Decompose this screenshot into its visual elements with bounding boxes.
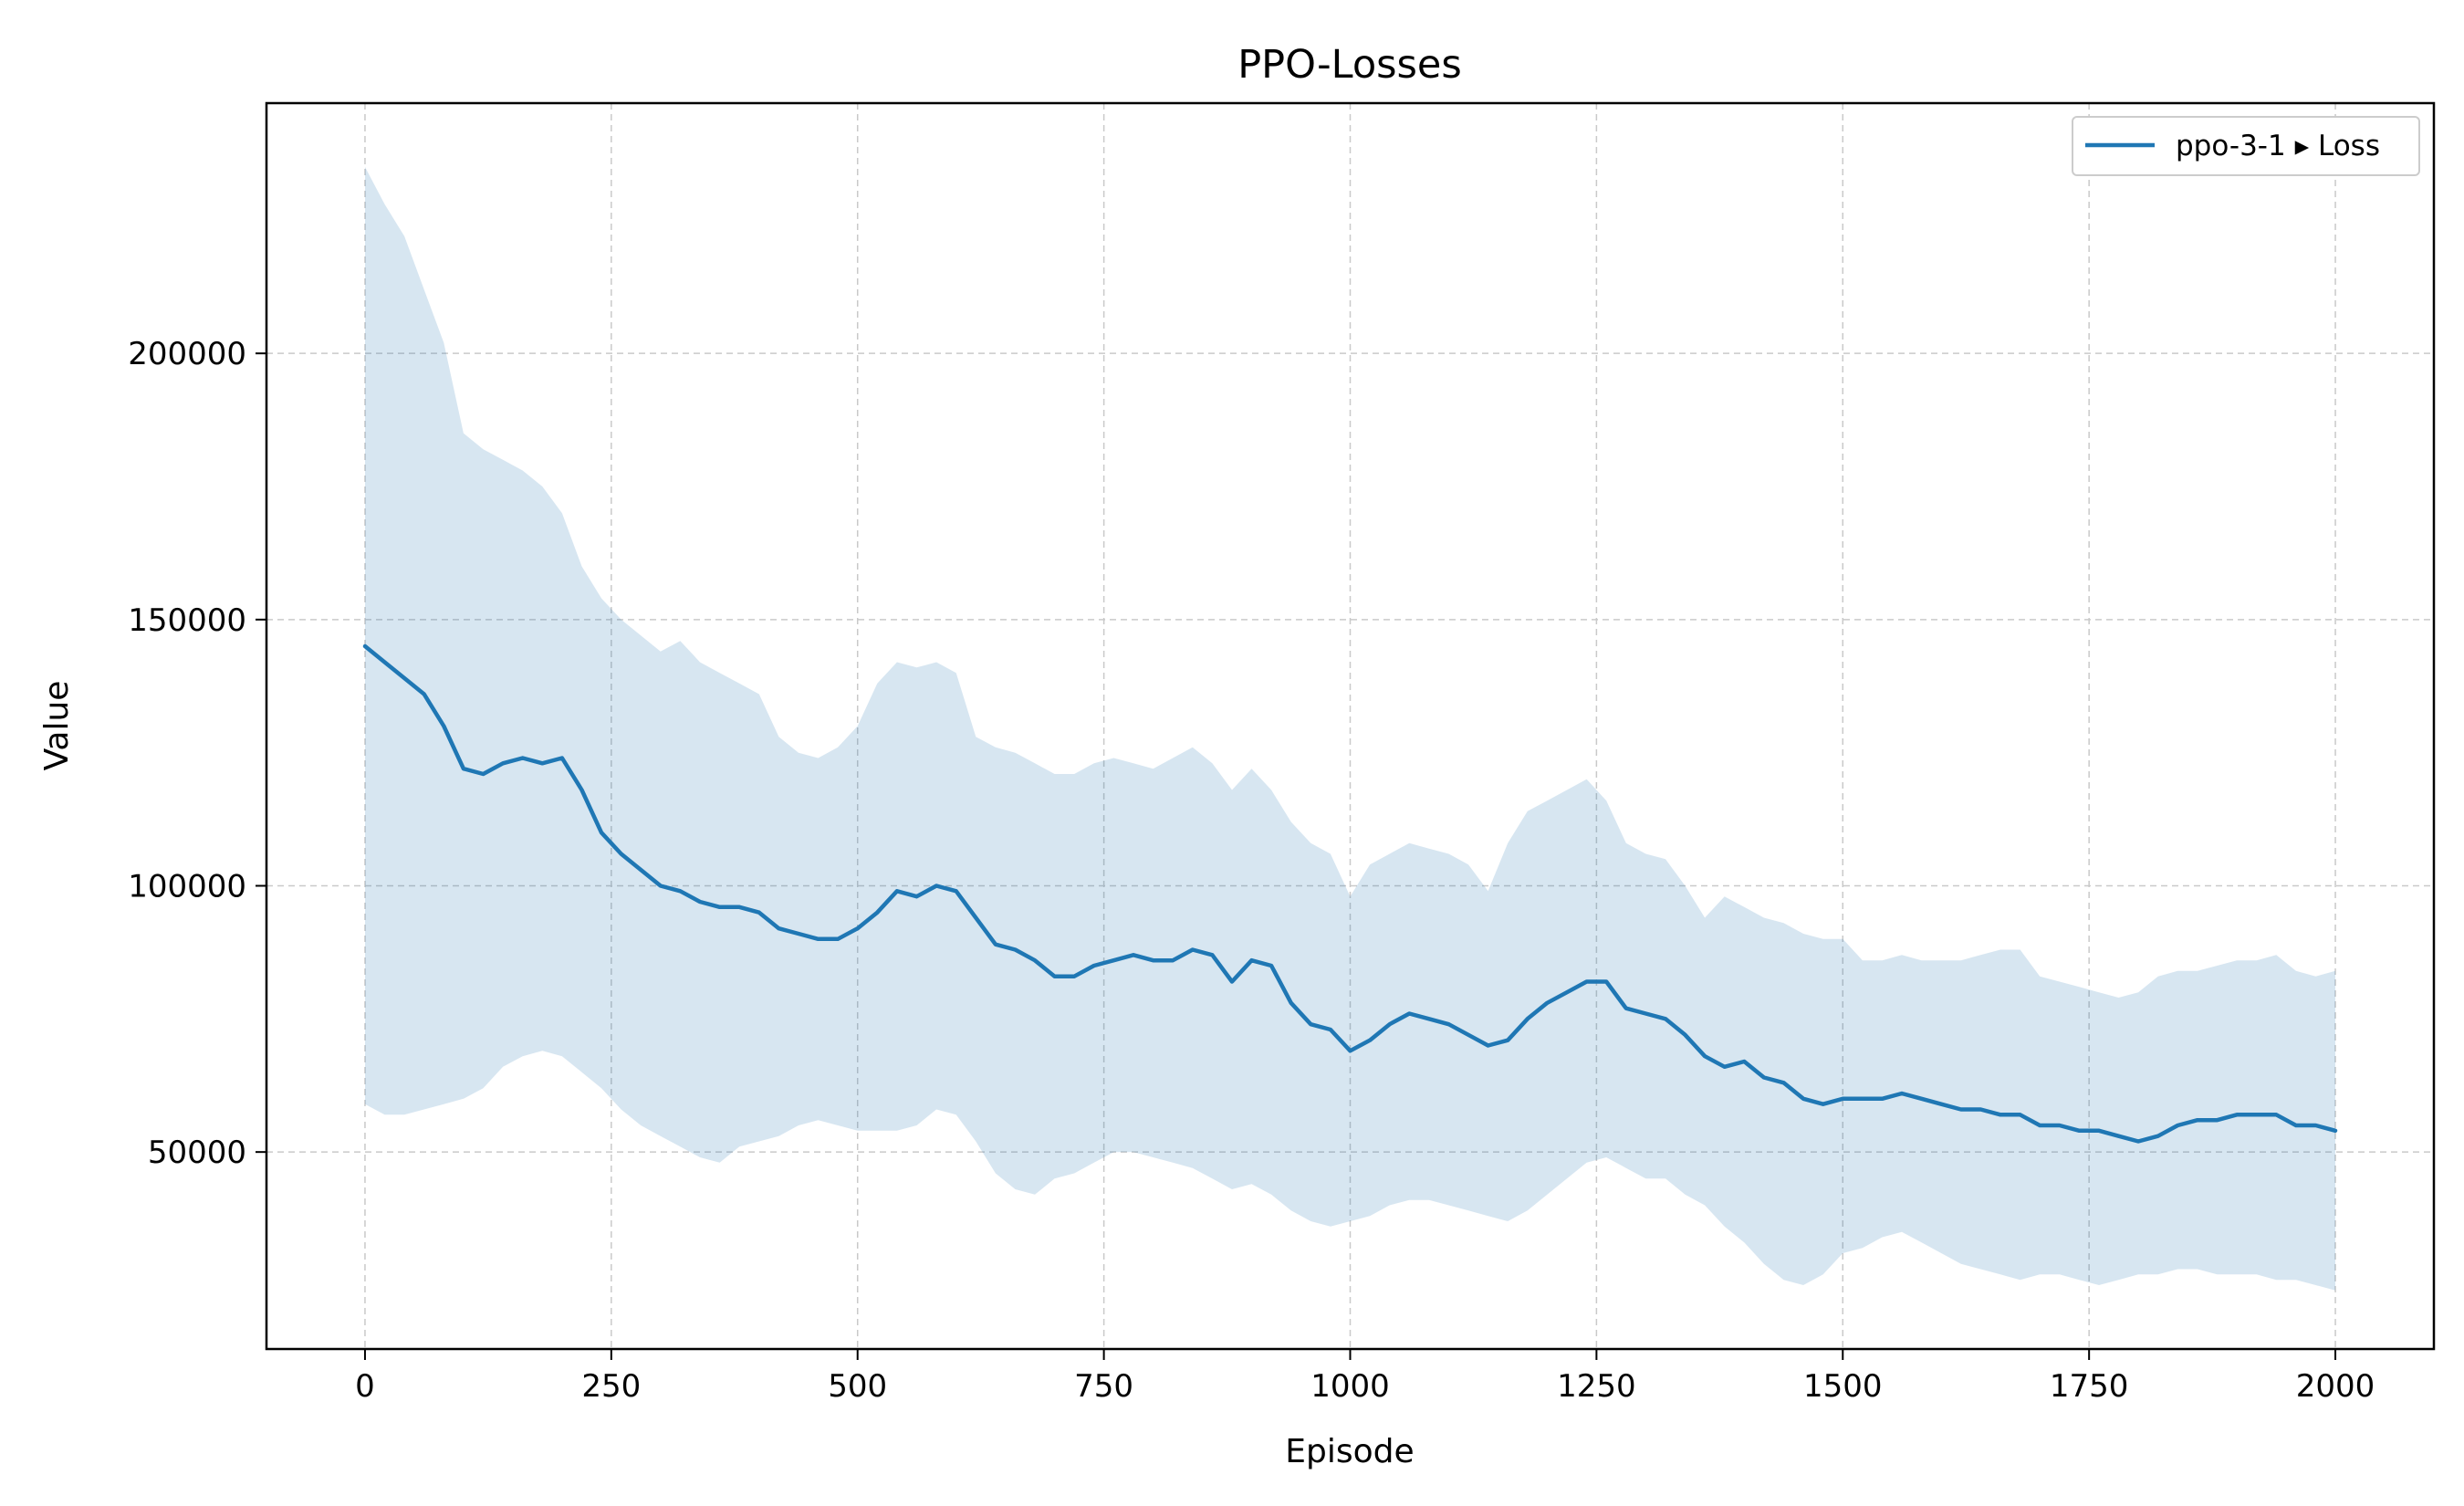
y-tick-label: 200000 bbox=[128, 336, 246, 372]
legend-label: ppo-3-1 ▸ Loss bbox=[2176, 130, 2380, 162]
x-tick-label: 1750 bbox=[2050, 1368, 2129, 1405]
std-band-area bbox=[365, 167, 2335, 1291]
y-tick-label: 150000 bbox=[128, 602, 246, 639]
x-axis-label: Episode bbox=[1285, 1433, 1414, 1470]
chart-title: PPO-Losses bbox=[1237, 42, 1462, 88]
x-tick-label: 2000 bbox=[2296, 1368, 2375, 1405]
x-tick-label: 750 bbox=[1074, 1368, 1133, 1405]
legend: ppo-3-1 ▸ Loss bbox=[2072, 116, 2420, 176]
x-tick-label: 0 bbox=[355, 1368, 375, 1405]
mean-loss-line bbox=[362, 643, 2338, 1144]
x-tick-label: 250 bbox=[581, 1368, 641, 1405]
confidence-band bbox=[365, 167, 2335, 1291]
y-tick-label: 50000 bbox=[148, 1135, 246, 1171]
y-tick-label: 100000 bbox=[128, 869, 246, 905]
x-axis-ticks: 0 250 500 750 1000 1250 1500 1750 2000 bbox=[355, 1349, 2375, 1405]
mean-line bbox=[362, 643, 2338, 1144]
x-tick-label: 500 bbox=[828, 1368, 887, 1405]
legend-box bbox=[2072, 116, 2420, 176]
y-axis-label: Value bbox=[38, 681, 76, 771]
x-tick-label: 1000 bbox=[1310, 1368, 1390, 1405]
x-tick-label: 1500 bbox=[1803, 1368, 1883, 1405]
x-tick-label: 1250 bbox=[1557, 1368, 1636, 1405]
y-axis-ticks: 50000 100000 150000 200000 bbox=[128, 336, 266, 1171]
